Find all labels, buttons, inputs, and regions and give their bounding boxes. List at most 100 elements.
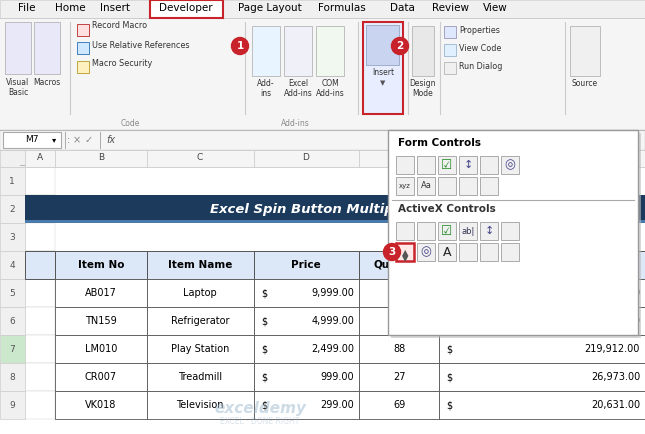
Text: 9,999.00: 9,999.00 [311, 288, 354, 298]
Bar [55, 251, 147, 279]
Bar [366, 25, 399, 65]
Text: Television: Television [176, 400, 224, 410]
Text: xyz: xyz [399, 183, 411, 189]
Text: $: $ [446, 372, 452, 382]
Text: 27: 27 [393, 372, 405, 382]
Bar [0, 251, 25, 279]
Bar [34, 22, 60, 74]
Text: Macros: Macros [34, 78, 61, 87]
Bar [444, 26, 456, 38]
Text: ▲: ▲ [402, 248, 408, 257]
Text: Insert: Insert [100, 3, 130, 13]
Text: 2: 2 [9, 204, 15, 214]
Text: LM010: LM010 [84, 344, 117, 354]
Circle shape [232, 37, 248, 55]
Bar [480, 156, 498, 174]
Bar [417, 177, 435, 195]
Text: fx: fx [106, 135, 115, 145]
Bar [480, 177, 498, 195]
Bar [439, 335, 645, 363]
Text: F: F [397, 154, 402, 162]
Bar [147, 307, 254, 335]
Circle shape [384, 243, 401, 260]
Bar [439, 391, 645, 419]
Text: Formulas: Formulas [318, 3, 366, 13]
Text: A: A [442, 246, 451, 259]
Circle shape [392, 37, 408, 55]
Bar [417, 156, 435, 174]
Text: D: D [303, 154, 310, 162]
Bar [459, 177, 477, 195]
Text: ◎: ◎ [504, 158, 515, 171]
Bar [77, 42, 89, 54]
Bar [359, 251, 439, 279]
Text: $: $ [261, 288, 267, 298]
Bar [444, 62, 456, 74]
Bar [55, 335, 147, 363]
Text: 1: 1 [236, 41, 244, 51]
Bar [0, 0, 645, 18]
Bar [254, 391, 359, 419]
Text: CR007: CR007 [85, 372, 117, 382]
Text: $: $ [446, 344, 452, 354]
Bar [254, 335, 359, 363]
Bar [439, 307, 645, 335]
Bar [25, 220, 645, 223]
Bar [55, 391, 147, 419]
Bar [0, 167, 25, 195]
Text: View Code: View Code [459, 44, 501, 53]
Text: TN159: TN159 [85, 316, 117, 326]
Text: Page Layout: Page Layout [238, 3, 302, 13]
Bar [417, 243, 435, 261]
Bar [444, 44, 456, 56]
Text: EXCEL · DONE RIGHT: EXCEL · DONE RIGHT [221, 417, 300, 426]
Text: Amount: Amount [519, 260, 565, 270]
Text: ▼: ▼ [381, 80, 386, 86]
Bar [439, 251, 645, 279]
Bar [147, 391, 254, 419]
Bar [480, 222, 498, 240]
Bar [252, 26, 280, 76]
Text: VK018: VK018 [85, 400, 117, 410]
Bar [0, 150, 645, 167]
Bar [0, 335, 25, 363]
Text: $: $ [446, 400, 452, 410]
Bar [147, 363, 254, 391]
Bar [55, 150, 147, 167]
Text: ↕: ↕ [463, 160, 473, 170]
Text: $: $ [261, 400, 267, 410]
Bar [439, 150, 645, 167]
Text: :: : [67, 135, 70, 145]
Text: Review: Review [432, 3, 469, 13]
Bar [501, 222, 519, 240]
Text: 88: 88 [393, 344, 405, 354]
Text: 219,912.00: 219,912.00 [584, 344, 640, 354]
Text: 6: 6 [9, 316, 15, 326]
Text: A: A [37, 154, 43, 162]
Text: ✓: ✓ [85, 135, 93, 145]
Text: Laptop: Laptop [183, 288, 217, 298]
Bar [5, 22, 31, 74]
Text: 999.00: 999.00 [321, 372, 354, 382]
Bar [391, 133, 641, 338]
Text: ↕: ↕ [484, 226, 493, 236]
Bar [439, 279, 645, 307]
Text: Insert: Insert [372, 68, 394, 77]
Text: 519,948.00: 519,948.00 [585, 288, 640, 298]
Text: Design
Mode: Design Mode [410, 79, 436, 99]
Bar [570, 26, 600, 76]
Text: Home: Home [55, 3, 86, 13]
Text: 8: 8 [9, 372, 15, 381]
Bar [25, 251, 55, 279]
Text: ☑: ☑ [441, 224, 453, 237]
Text: $: $ [261, 372, 267, 382]
Bar [254, 279, 359, 307]
Bar [388, 130, 638, 335]
Text: exceldemy: exceldemy [214, 401, 306, 416]
Text: M7: M7 [25, 135, 39, 145]
Text: ◎: ◎ [421, 246, 432, 259]
Bar [0, 279, 25, 307]
Bar [55, 307, 147, 335]
Text: Developer: Developer [155, 3, 208, 13]
Bar [25, 391, 55, 419]
